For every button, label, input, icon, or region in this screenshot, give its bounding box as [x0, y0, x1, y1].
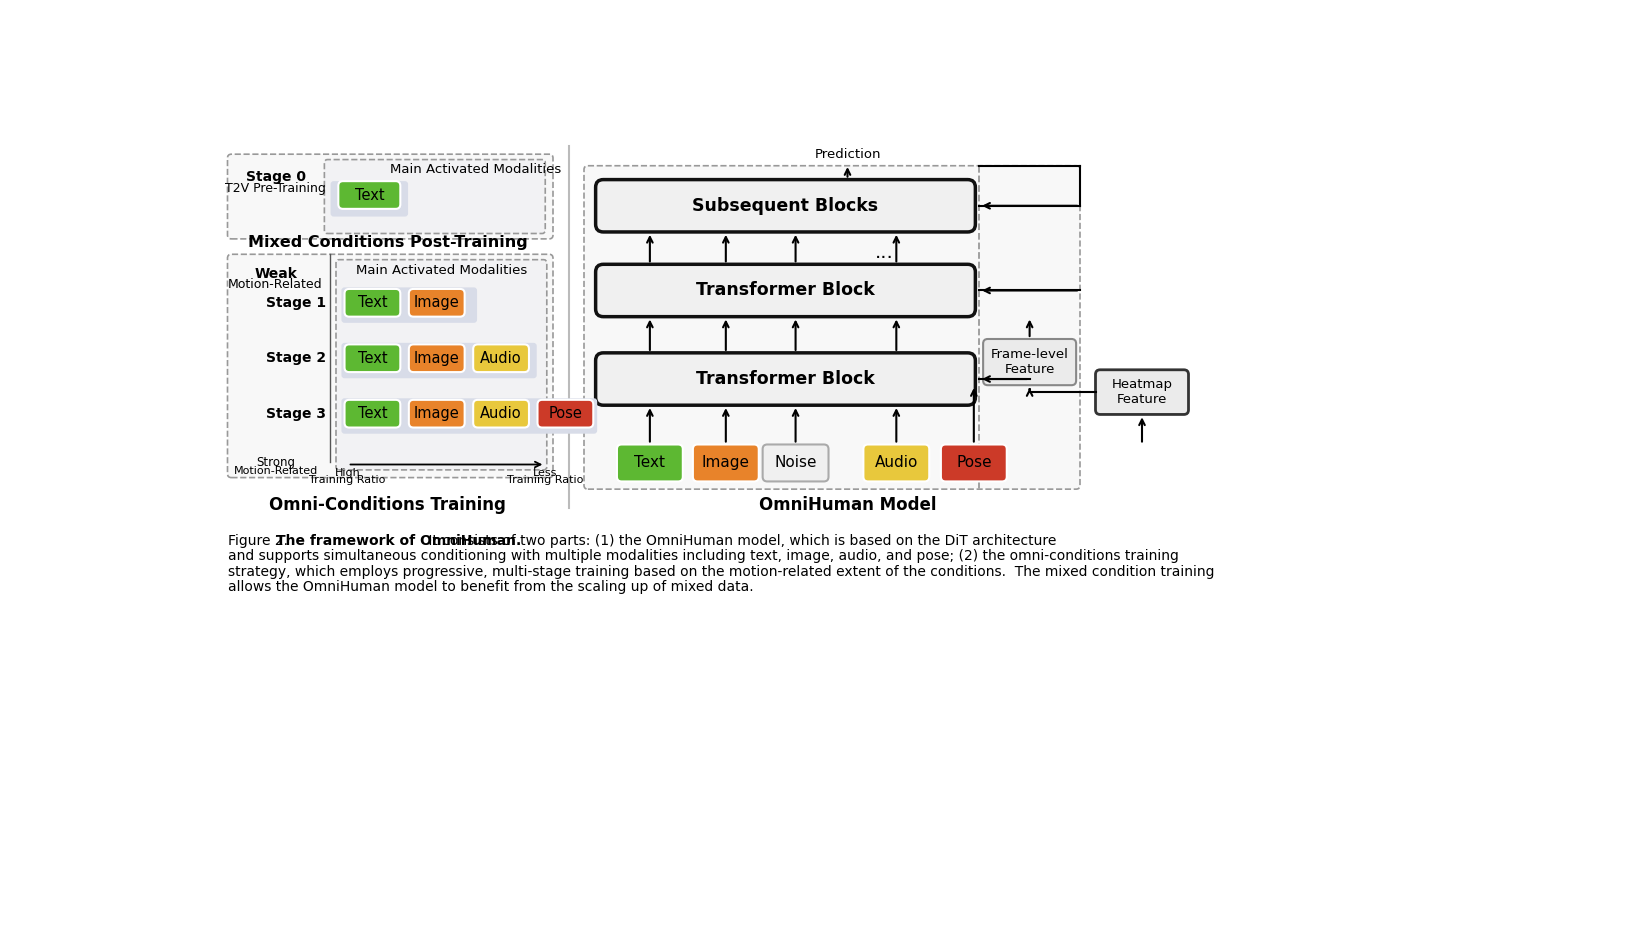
Text: Stage 2: Stage 2 [266, 351, 325, 365]
FancyBboxPatch shape [538, 400, 593, 428]
FancyBboxPatch shape [763, 445, 828, 482]
FancyBboxPatch shape [941, 445, 1007, 482]
FancyBboxPatch shape [330, 181, 408, 216]
Text: Omni-Conditions Training: Omni-Conditions Training [270, 496, 507, 514]
FancyBboxPatch shape [345, 289, 400, 317]
Text: Pose: Pose [956, 456, 992, 471]
FancyBboxPatch shape [1095, 370, 1188, 415]
Text: The framework of OmniHuman.: The framework of OmniHuman. [276, 534, 521, 548]
Text: Stage 0: Stage 0 [245, 171, 306, 185]
Text: Main Activated Modalities: Main Activated Modalities [391, 163, 560, 175]
FancyBboxPatch shape [325, 159, 546, 234]
Text: Text: Text [355, 187, 384, 202]
FancyBboxPatch shape [596, 265, 975, 317]
Text: Image: Image [413, 350, 459, 365]
FancyBboxPatch shape [345, 345, 400, 372]
Text: Motion-Related: Motion-Related [234, 466, 317, 476]
Text: Weak: Weak [255, 267, 297, 281]
Text: Prediction: Prediction [814, 147, 881, 160]
FancyBboxPatch shape [596, 353, 975, 405]
FancyBboxPatch shape [337, 260, 547, 470]
FancyBboxPatch shape [474, 400, 529, 428]
Text: Text: Text [634, 456, 665, 471]
Text: Mixed Conditions Post-Training: Mixed Conditions Post-Training [248, 235, 528, 250]
Text: and supports simultaneous conditioning with multiple modalities including text, : and supports simultaneous conditioning w… [227, 549, 1178, 563]
FancyBboxPatch shape [408, 289, 464, 317]
Text: Subsequent Blocks: Subsequent Blocks [693, 197, 879, 214]
Text: Audio: Audio [874, 456, 918, 471]
FancyBboxPatch shape [408, 345, 464, 372]
Text: strategy, which employs progressive, multi-stage training based on the motion-re: strategy, which employs progressive, mul… [227, 565, 1214, 579]
Text: High: High [335, 469, 361, 478]
Text: Main Activated Modalities: Main Activated Modalities [356, 264, 528, 277]
Text: Figure 2.: Figure 2. [227, 534, 292, 548]
FancyBboxPatch shape [338, 181, 400, 209]
Text: Text: Text [358, 350, 387, 365]
Text: Stage 1: Stage 1 [266, 295, 325, 309]
Text: T2V Pre-Training: T2V Pre-Training [225, 183, 327, 196]
Text: Less: Less [533, 469, 557, 478]
FancyBboxPatch shape [342, 398, 596, 433]
Text: Heatmap
Feature: Heatmap Feature [1111, 378, 1173, 406]
Text: Transformer Block: Transformer Block [696, 370, 874, 388]
FancyBboxPatch shape [474, 345, 529, 372]
FancyBboxPatch shape [863, 445, 930, 482]
Text: Text: Text [358, 406, 387, 421]
Text: ...: ... [876, 243, 894, 262]
Text: Training Ratio: Training Ratio [507, 475, 583, 486]
Text: allows the OmniHuman model to benefit from the scaling up of mixed data.: allows the OmniHuman model to benefit fr… [227, 580, 753, 594]
Text: Image: Image [413, 295, 459, 310]
Text: Stage 3: Stage 3 [266, 406, 325, 420]
Text: Image: Image [413, 406, 459, 421]
Text: Motion-Related: Motion-Related [229, 278, 324, 291]
Text: Training Ratio: Training Ratio [309, 475, 386, 486]
FancyBboxPatch shape [693, 445, 758, 482]
FancyBboxPatch shape [984, 339, 1077, 385]
FancyBboxPatch shape [408, 400, 464, 428]
FancyBboxPatch shape [345, 400, 400, 428]
FancyBboxPatch shape [227, 254, 552, 477]
Text: Image: Image [703, 456, 750, 471]
Text: It consists of two parts: (1) the OmniHuman model, which is based on the DiT arc: It consists of two parts: (1) the OmniHu… [425, 534, 1057, 548]
FancyBboxPatch shape [227, 154, 552, 239]
Text: OmniHuman Model: OmniHuman Model [758, 496, 936, 514]
Text: Noise: Noise [775, 456, 817, 471]
FancyBboxPatch shape [342, 287, 477, 322]
FancyBboxPatch shape [342, 343, 536, 378]
Text: Audio: Audio [480, 406, 521, 421]
Text: Strong: Strong [257, 456, 296, 469]
FancyBboxPatch shape [596, 180, 975, 232]
Text: Audio: Audio [480, 350, 521, 365]
Text: Text: Text [358, 295, 387, 310]
FancyBboxPatch shape [583, 166, 1080, 489]
Text: Transformer Block: Transformer Block [696, 281, 874, 299]
FancyBboxPatch shape [618, 445, 683, 482]
Text: Frame-level
Feature: Frame-level Feature [990, 348, 1069, 377]
Text: Pose: Pose [549, 406, 582, 421]
